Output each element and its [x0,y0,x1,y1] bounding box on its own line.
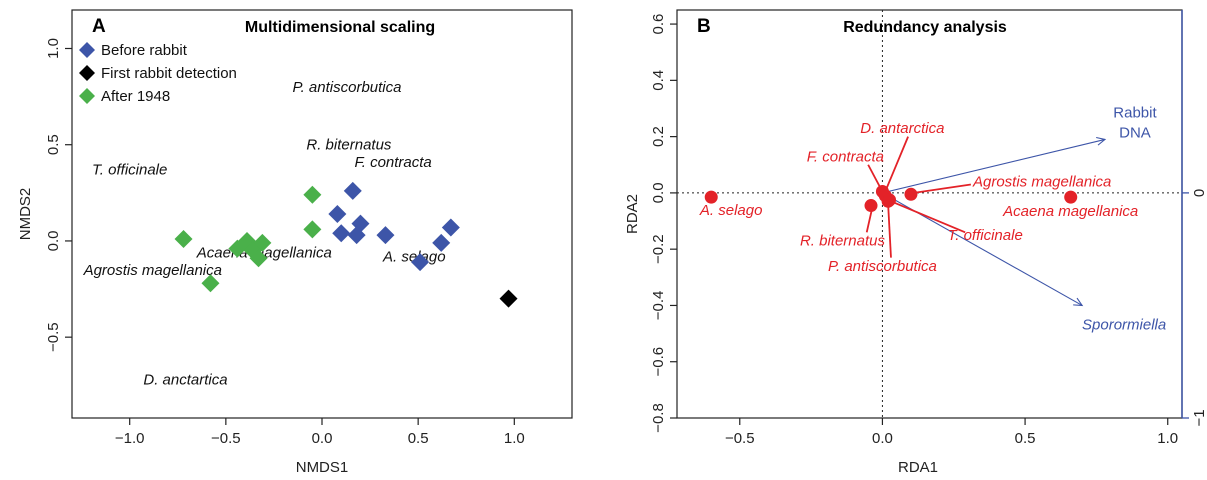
species-label: D. antarctica [860,120,944,137]
panel-b-y-ticks: −0.8 −0.6 −0.4 −0.2 0.0 0.2 0.4 0.6 [650,14,677,433]
legend-label: After 1948 [101,88,170,105]
species-label: F. contracta [807,148,884,165]
panel-b-reference-lines [677,10,1182,418]
point-after-1948 [303,185,322,204]
y-tick-label: 0.5 [45,134,62,155]
env-vector-label: Rabbit [1113,104,1157,121]
panel-b-x-axis-label: RDA1 [898,459,938,476]
panel-a-y-axis-label: NMDS2 [17,188,34,241]
leader-line [887,204,892,258]
x-tick-label: 1.0 [504,430,525,447]
point-after-1948 [249,249,268,268]
x-tick-label: 1.0 [1157,430,1178,447]
species-point [864,199,878,213]
point-before-rabbit [441,218,460,237]
point-after-1948 [174,230,193,249]
species-label: A. selago [382,248,446,265]
point-after-1948 [303,220,322,239]
point-first-rabbit-detection [499,289,518,308]
env-vector-label: Sporormiella [1082,316,1166,333]
legend-marker [79,88,95,104]
y-tick-label: −0.2 [650,234,667,264]
x-tick-label: 0.0 [872,430,893,447]
panel-a-title: Multidimensional scaling [245,19,435,36]
y-tick-label: 0.4 [650,70,667,91]
panel-a-x-ticks: −1.0 −0.5 0.0 0.5 1.0 [115,418,525,447]
panel-a-chart: A Multidimensional scaling NMDS1 NMDS2 −… [17,9,573,476]
x-tick-label: −0.5 [211,430,241,447]
species-label: Agrostis magellanica [972,174,1111,191]
species-label: F. contracta [355,154,432,171]
point-before-rabbit [376,226,395,245]
species-point [883,193,897,207]
legend-label: Before rabbit [101,42,188,59]
species-label: P. antiscorbutica [828,258,937,275]
env-arrow-shaft [882,138,1106,194]
point-before-rabbit [328,205,347,223]
point-before-rabbit [411,253,430,272]
legend-marker [79,65,95,81]
y-tick-label: 0.0 [45,231,62,252]
y-tick-label: −0.5 [45,322,62,352]
x-tick-label: −0.5 [725,430,755,447]
x-tick-label: −1.0 [115,430,145,447]
point-before-rabbit [347,226,366,245]
panel-b-label: B [697,16,711,37]
leader-line [890,200,966,234]
y-tick-label: 0.2 [650,126,667,147]
y-tick-label: 1.0 [45,38,62,59]
panel-a-y-ticks: −0.5 0.0 0.5 1.0 [45,38,72,352]
point-before-rabbit [343,181,362,200]
y-tick-label: 0.0 [650,182,667,203]
species-label: D. anctartica [143,372,227,389]
point-before-rabbit [432,233,451,252]
species-label: A. selago [699,202,763,219]
species-point [1064,190,1078,204]
legend-marker [79,42,95,58]
env-arrow-head [1096,136,1107,146]
species-label: R. biternatus [306,137,392,154]
y-tick-label: 0.6 [650,14,667,35]
panel-b-y-axis-label: RDA2 [624,194,641,234]
panel-a-x-axis-label: NMDS1 [296,459,349,476]
panel-a-points [174,181,518,308]
panel-b-species-labels: A. selago Acaena magellanica Agrostis mage… [699,120,1138,275]
species-label: Acaena magellanica [1002,203,1138,220]
species-label: T. officinale [92,162,167,179]
panel-a-label: A [92,16,106,37]
legend-label: First rabbit detection [101,65,237,82]
panel-b-chart: B Redundancy analysis RDA1 RDA2 −0.5 0.0 0… [624,9,1207,476]
species-point [704,190,718,204]
species-label: Agrostis magellanica [83,262,222,279]
x-tick-label: 0.5 [1015,430,1036,447]
env-arrow-head [1073,297,1084,307]
point-before-rabbit [332,224,351,243]
panel-a-legend: Before rabbit First rabbit detection After… [79,42,237,105]
right-tick-label: 0 [1191,189,1207,197]
env-vector-label: DNA [1119,124,1151,141]
x-tick-label: 0.0 [312,430,333,447]
right-tick-label: −1 [1191,409,1207,426]
x-tick-label: 0.5 [408,430,429,447]
species-label: R. biternatus [800,233,886,250]
species-point [904,187,918,201]
panel-b-x-ticks: −0.5 0.0 0.5 1.0 [725,418,1178,447]
leader-line [884,136,909,192]
y-tick-label: −0.6 [650,347,667,377]
panel-b-right-ticks: 0 −1 [1182,189,1207,427]
y-tick-label: −0.8 [650,403,667,433]
y-tick-label: −0.4 [650,291,667,321]
leader-line [913,183,972,194]
point-after-1948 [201,274,220,293]
panel-b-env-vectors: Rabbit DNA Sporormiella [882,104,1166,333]
species-label: T. officinale [947,227,1022,244]
species-label: P. antiscorbutica [293,79,402,96]
panel-b-species-points [704,184,1078,213]
panel-b-title: Redundancy analysis [843,19,1007,36]
